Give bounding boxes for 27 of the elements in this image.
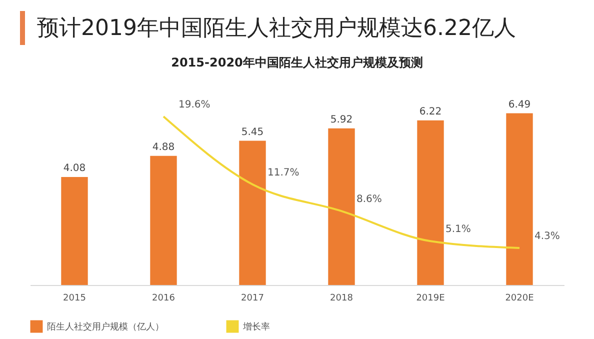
x-tick-label: 2015 (63, 294, 86, 304)
chart-title: 预计2019年中国陌生人社交用户规模达6.22亿人 (37, 15, 516, 43)
data-label: 4.3% (534, 231, 560, 242)
legend-label: 陌生人社交用户规模（亿人） (47, 322, 164, 333)
bar (328, 128, 355, 285)
x-tick-label: 2017 (241, 294, 264, 304)
bar (506, 113, 533, 285)
chart-subtitle: 2015-2020年中国陌生人社交用户规模及预测 (171, 55, 423, 70)
data-label: 5.1% (446, 224, 471, 236)
data-label: 4.88 (152, 142, 175, 153)
x-tick-label: 2020E (505, 294, 534, 304)
data-label: 4.08 (63, 163, 86, 174)
data-label: 19.6% (178, 99, 210, 110)
bar (417, 120, 444, 285)
data-label: 6.22 (419, 106, 442, 118)
data-label: 11.7% (268, 167, 300, 178)
x-tick-label: 2018 (330, 294, 354, 304)
data-label: 5.45 (241, 126, 264, 138)
bar (61, 177, 88, 285)
data-label: 6.49 (508, 99, 531, 110)
x-tick-label: 2019E (416, 294, 446, 304)
data-label: 8.6% (356, 194, 382, 206)
x-tick-label: 2016 (152, 294, 176, 304)
bar (150, 156, 177, 285)
bar (239, 140, 266, 285)
data-label: 5.92 (330, 114, 353, 126)
legend-label: 增长率 (242, 322, 270, 333)
